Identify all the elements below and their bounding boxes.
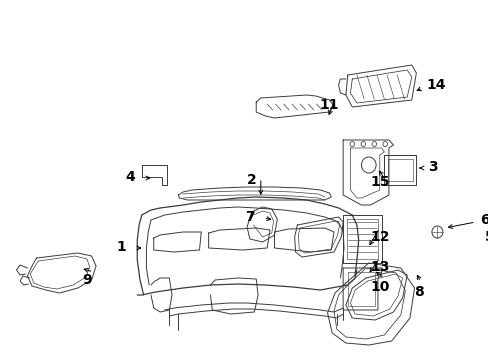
Text: 3: 3: [427, 160, 437, 174]
Text: 10: 10: [369, 280, 388, 294]
Text: 5: 5: [484, 230, 488, 244]
Text: 2: 2: [246, 173, 256, 187]
Text: 1: 1: [116, 240, 126, 254]
Text: 4: 4: [125, 170, 135, 184]
Text: 9: 9: [82, 273, 92, 287]
Text: 13: 13: [369, 260, 388, 274]
Text: 7: 7: [244, 210, 254, 224]
Text: 6: 6: [479, 213, 488, 227]
Text: 12: 12: [369, 230, 389, 244]
Text: 14: 14: [426, 78, 445, 92]
Text: 15: 15: [369, 175, 389, 189]
Text: 8: 8: [413, 285, 423, 299]
Text: 11: 11: [319, 98, 339, 112]
